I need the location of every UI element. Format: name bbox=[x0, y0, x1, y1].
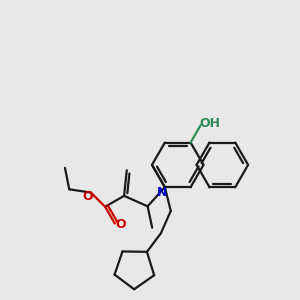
Text: N: N bbox=[157, 186, 167, 199]
Text: OH: OH bbox=[199, 117, 220, 130]
Text: O: O bbox=[82, 190, 93, 203]
Text: O: O bbox=[116, 218, 126, 231]
